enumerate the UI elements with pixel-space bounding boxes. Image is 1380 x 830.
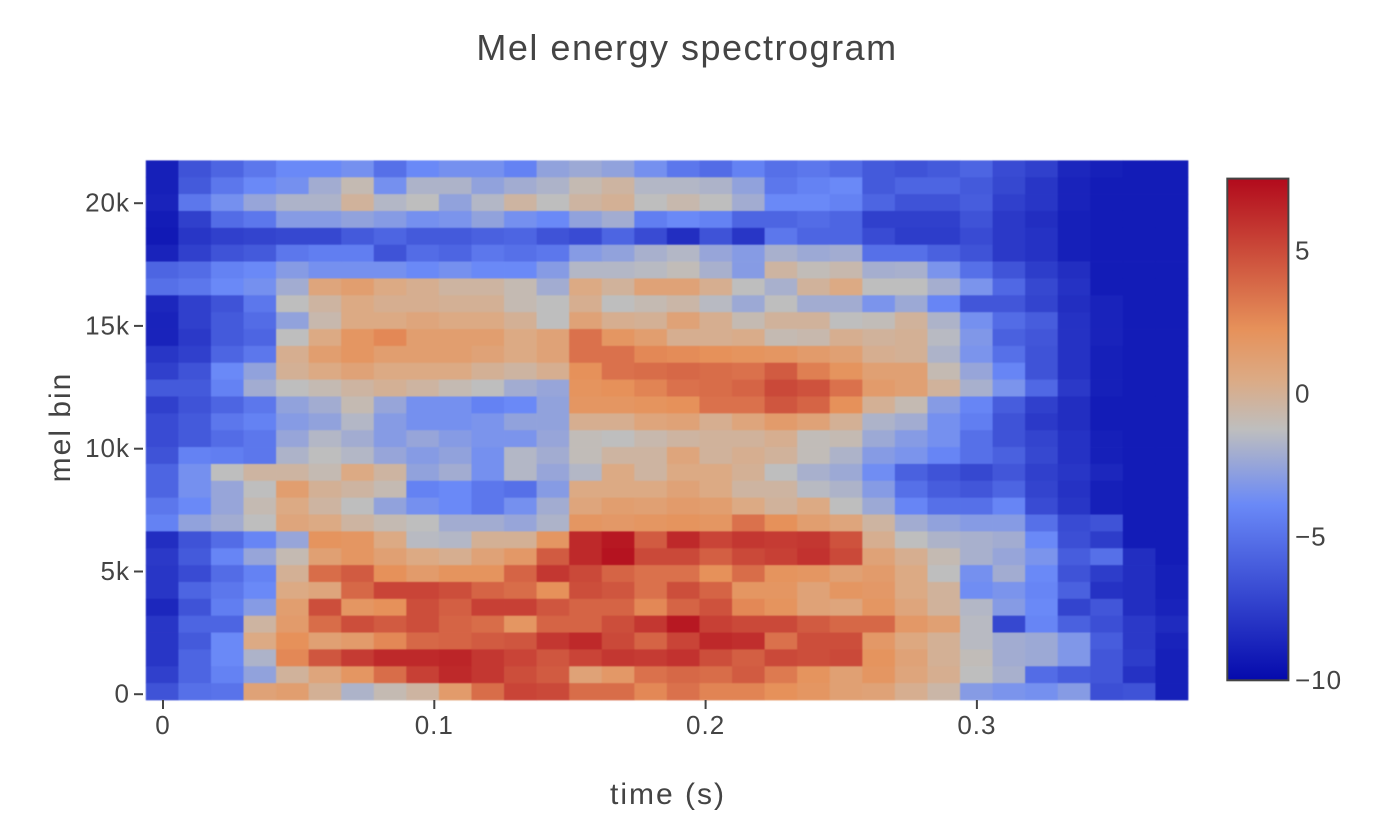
svg-text:Mel energy spectrogram: Mel energy spectrogram [476, 27, 897, 68]
svg-text:5k: 5k [101, 556, 130, 586]
svg-text:time (s): time (s) [610, 778, 726, 811]
svg-text:0: 0 [155, 710, 170, 740]
svg-text:0: 0 [115, 679, 130, 709]
svg-text:10k: 10k [85, 433, 130, 463]
svg-text:5: 5 [1295, 236, 1310, 266]
svg-text:0.1: 0.1 [415, 710, 454, 740]
svg-text:0.2: 0.2 [686, 710, 725, 740]
svg-text:0: 0 [1295, 379, 1310, 409]
svg-text:20k: 20k [85, 188, 130, 218]
svg-text:−10: −10 [1295, 665, 1342, 695]
svg-text:15k: 15k [85, 310, 130, 340]
svg-text:−5: −5 [1295, 522, 1327, 552]
svg-text:mel bin: mel bin [44, 372, 77, 483]
svg-text:0.3: 0.3 [957, 710, 996, 740]
